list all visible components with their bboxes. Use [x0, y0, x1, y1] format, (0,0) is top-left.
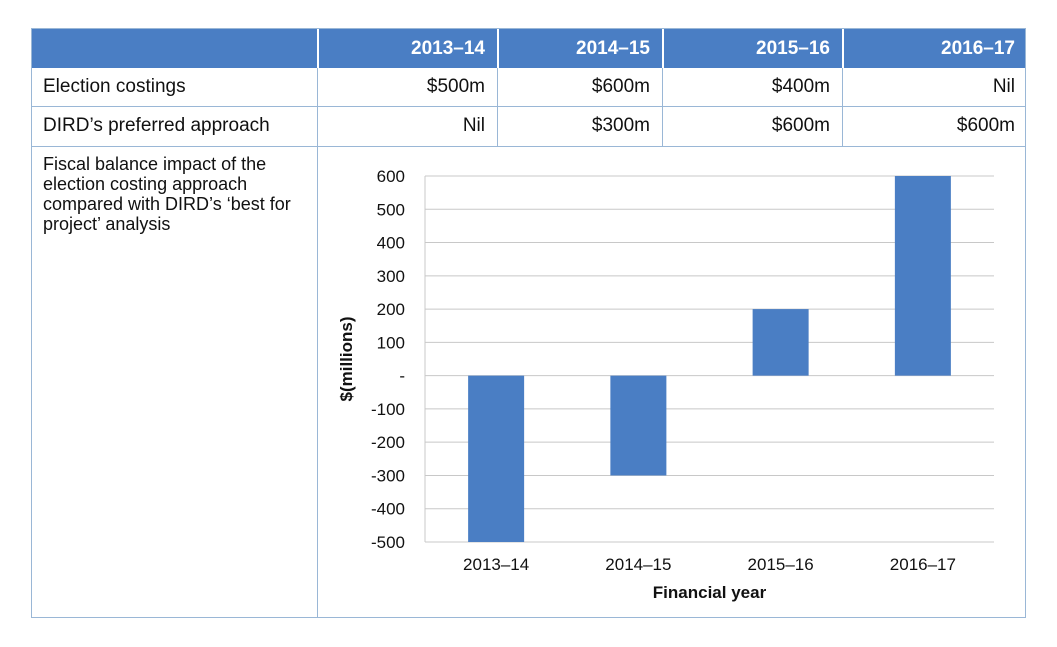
bar: [894, 176, 951, 376]
bar: [610, 375, 667, 476]
header-cell-2014-15: 2014–15: [497, 29, 662, 68]
y-tick-label: -100: [371, 400, 405, 419]
table-cell: $600m: [497, 68, 662, 106]
y-tick-label: 500: [377, 200, 405, 219]
x-tick-label: 2016–17: [890, 555, 956, 574]
table-cell: $500m: [317, 68, 497, 106]
table-cell: $300m: [497, 106, 662, 146]
table-cell: $600m: [842, 106, 1027, 146]
header-cell-blank: [32, 29, 317, 68]
header-cell-2015-16: 2015–16: [662, 29, 842, 68]
chart-row-label: Fiscal balance impact of the election co…: [43, 154, 291, 234]
y-tick-label: 100: [377, 333, 405, 352]
x-axis-title: Financial year: [653, 583, 767, 602]
table-row: DIRD’s preferred approach Nil $300m $600…: [32, 106, 1025, 147]
chart-row: Fiscal balance impact of the election co…: [32, 146, 1025, 617]
table-header-row: 2013–14 2014–15 2015–16 2016–17: [32, 29, 1025, 68]
y-tick-label: -400: [371, 500, 405, 519]
y-tick-label: 200: [377, 300, 405, 319]
y-tick-label: 600: [377, 167, 405, 186]
x-tick-label: 2014–15: [605, 555, 671, 574]
y-tick-label: 400: [377, 234, 405, 253]
bar: [468, 375, 525, 542]
chart-cell: 600 500 400 300 200 100 - -100 -200 -300 -400 -500 2…: [317, 146, 1027, 617]
row-label: Election costings: [43, 76, 186, 97]
y-tick-label: -: [399, 367, 405, 386]
table-cell: Nil: [842, 68, 1027, 106]
table-cell: Nil: [317, 106, 497, 146]
x-tick-label: 2015–16: [748, 555, 814, 574]
header-cell-2013-14: 2013–14: [317, 29, 497, 68]
table-cell: $400m: [662, 68, 842, 106]
row-label: DIRD’s preferred approach: [43, 115, 270, 136]
y-tick-label: 300: [377, 267, 405, 286]
fiscal-table: 2013–14 2014–15 2015–16 2016–17 Election…: [31, 28, 1026, 618]
bar-chart: 600 500 400 300 200 100 - -100 -200 -300 -400 -500 2…: [337, 167, 994, 602]
header-cell-2016-17: 2016–17: [842, 29, 1027, 68]
y-tick-label: -200: [371, 433, 405, 452]
y-axis-title: $(millions): [337, 316, 356, 401]
y-tick-label: -300: [371, 466, 405, 485]
table-row: Election costings $500m $600m $400m Nil: [32, 68, 1025, 107]
y-tick-label: -500: [371, 533, 405, 552]
x-tick-label: 2013–14: [463, 555, 529, 574]
bar: [752, 309, 809, 376]
table-cell: $600m: [662, 106, 842, 146]
